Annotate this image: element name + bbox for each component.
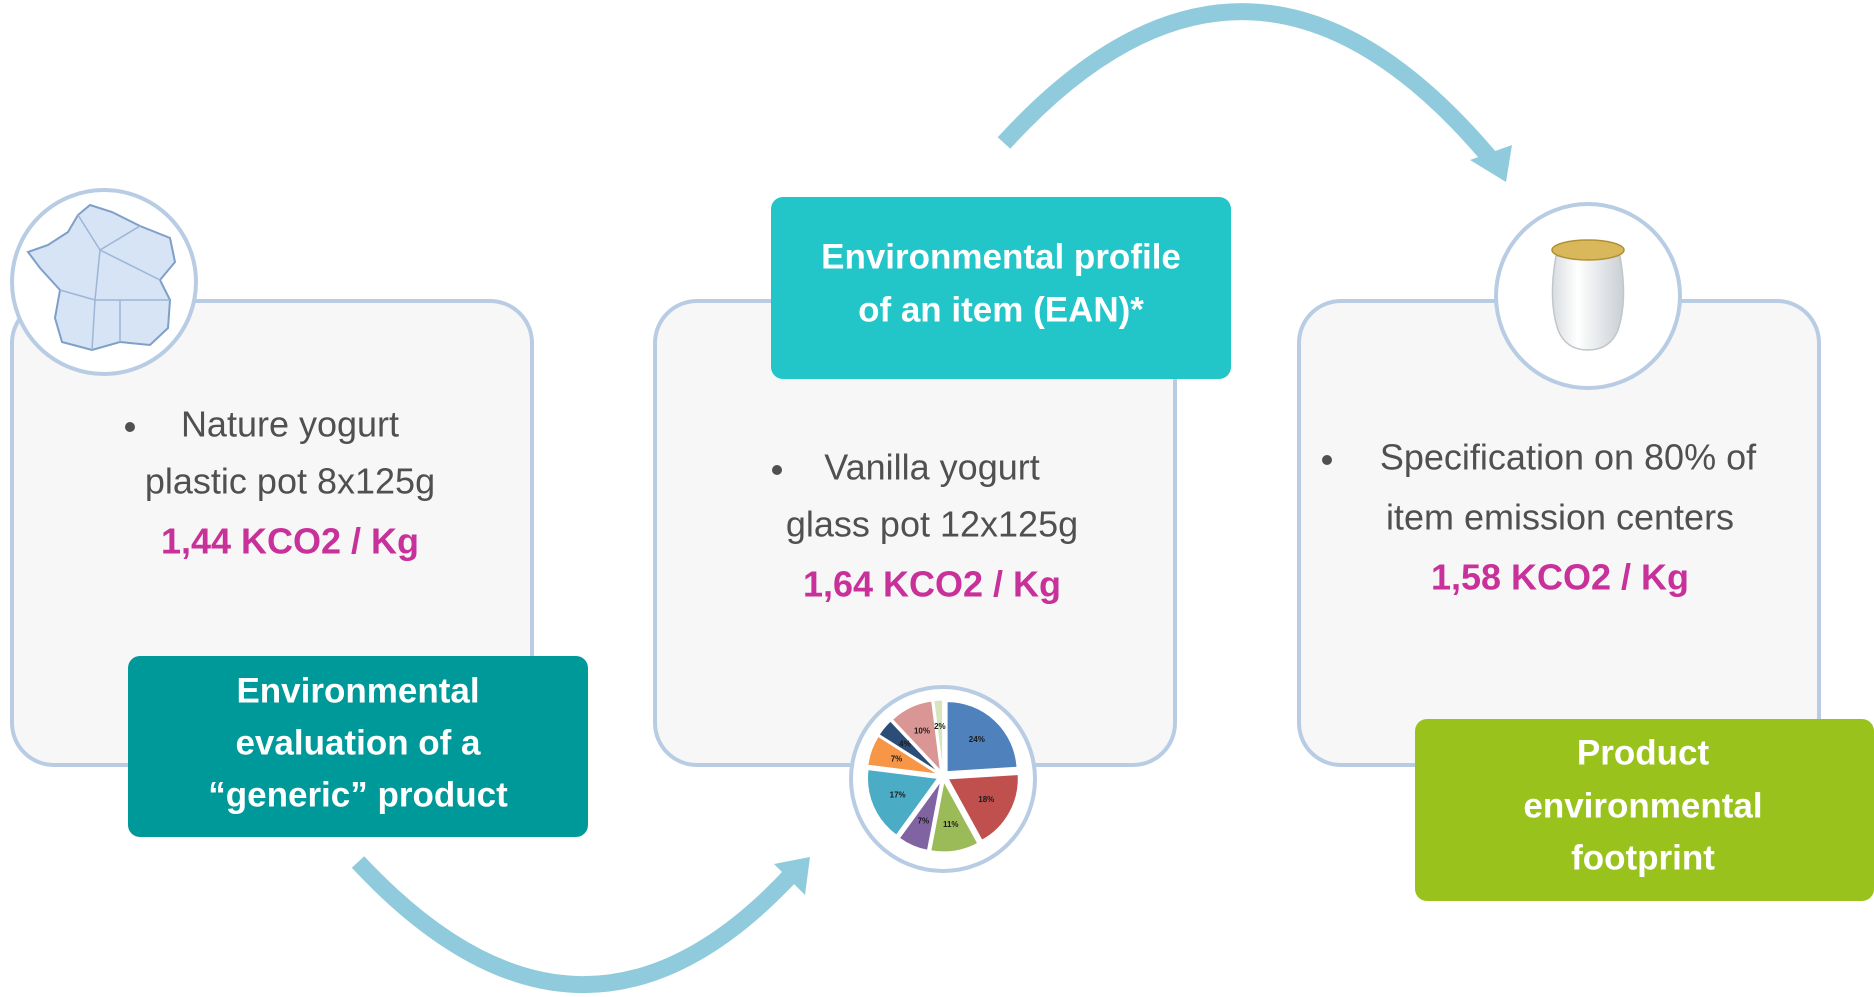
jar-lid	[1552, 240, 1624, 260]
flow-arrow	[1004, 12, 1490, 158]
bullet-text: Specification on 80% of	[1380, 437, 1757, 478]
emission-value: 1,44 KCO2 / Kg	[161, 521, 419, 562]
emission-value: 1,64 KCO2 / Kg	[803, 564, 1061, 605]
label-text: environmental	[1523, 786, 1762, 825]
bullet-text: plastic pot 8x125g	[145, 461, 435, 502]
pie-label: 11%	[943, 820, 959, 829]
pie-label: 24%	[969, 735, 985, 744]
pie-label: 4%	[899, 740, 911, 749]
pie-label: 10%	[914, 726, 930, 735]
yogurt-jar	[1552, 256, 1623, 350]
label-text: footprint	[1571, 838, 1715, 877]
label-text: Environmental profile	[821, 237, 1181, 276]
pie-label: 7%	[918, 816, 930, 825]
bullet-text: Vanilla yogurt	[824, 447, 1039, 488]
step-label	[771, 197, 1231, 379]
bullet-text: Nature yogurt	[181, 404, 399, 445]
pie-label: 18%	[978, 795, 994, 804]
label-text: Environmental	[236, 671, 479, 710]
bullet-text: glass pot 12x125g	[786, 504, 1078, 545]
label-text: evaluation of a	[235, 723, 481, 762]
bullet	[772, 465, 782, 475]
label-text: Product	[1577, 733, 1710, 772]
pie-label: 2%	[934, 722, 946, 731]
bullet	[1322, 455, 1332, 465]
diagram: Nature yogurt plastic pot 8x125g 1,44 KC…	[0, 0, 1874, 997]
pie-label: 17%	[890, 791, 906, 800]
label-text: of an item (EAN)*	[858, 290, 1144, 329]
flow-arrow	[358, 862, 790, 985]
label-text: “generic” product	[208, 775, 508, 814]
pie-label: 7%	[891, 754, 903, 763]
emission-value: 1,58 KCO2 / Kg	[1431, 557, 1689, 598]
bullet-text: item emission centers	[1386, 497, 1734, 538]
bullet	[125, 422, 135, 432]
